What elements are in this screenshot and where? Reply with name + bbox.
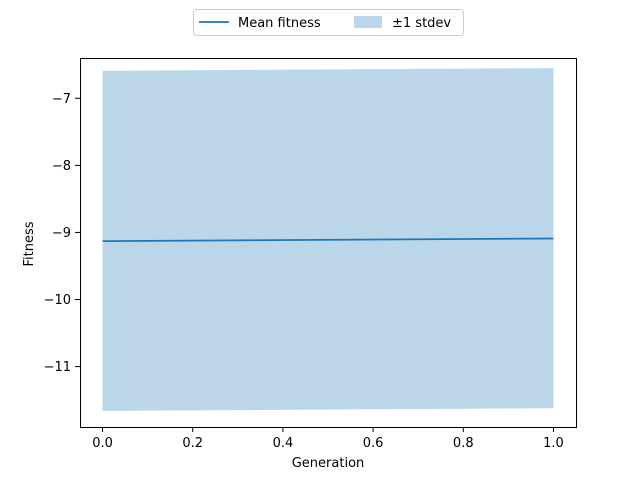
x-axis: 0.0 0.2 0.4 0.6 0.8 1.0	[92, 427, 564, 451]
x-tick-label: 0.2	[182, 436, 203, 451]
x-tick-label: 0.4	[273, 436, 294, 451]
x-axis-label: Generation	[292, 456, 365, 471]
legend-swatch-stdev-band	[354, 16, 382, 28]
legend: Mean fitness ±1 stdev	[193, 9, 464, 36]
y-axis: −11 −10 −9 −8 −7	[44, 92, 80, 375]
x-tick-label: 0.8	[453, 436, 474, 451]
plot-area	[80, 58, 577, 428]
legend-label-stdev-band: ±1 stdev	[392, 16, 451, 31]
y-tick-label: −7	[52, 92, 71, 107]
y-axis-label: Fitness	[22, 221, 37, 266]
legend-frame	[193, 9, 464, 36]
y-tick-label: −10	[44, 293, 71, 308]
y-tick-label: −11	[44, 360, 71, 375]
axes-frame	[80, 58, 577, 428]
mean-fitness-line	[102, 237, 554, 243]
legend-label-mean-fitness: Mean fitness	[238, 16, 321, 31]
x-tick-label: 1.0	[543, 436, 564, 451]
y-tick-label: −9	[52, 226, 71, 241]
y-tick-label: −8	[52, 159, 71, 174]
x-tick-label: 0.6	[363, 436, 384, 451]
x-tick-label: 0.0	[92, 436, 113, 451]
